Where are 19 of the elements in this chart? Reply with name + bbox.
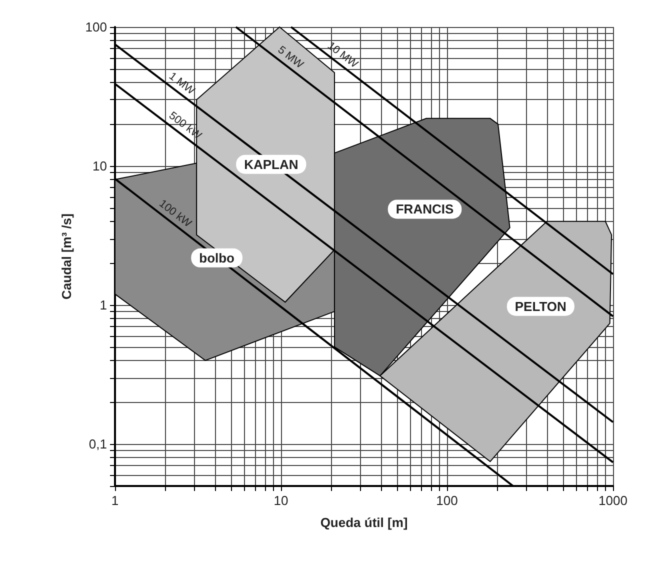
text: 1 MW (166, 70, 198, 98)
series-label: bolbo (199, 250, 235, 266)
text: 5 MW (275, 44, 306, 72)
text: 500 kW (166, 110, 204, 142)
y-axis-title: Caudal [m³ /s] (59, 214, 74, 300)
series-label: FRANCIS (396, 202, 454, 217)
x-tick-label: 10 (274, 493, 288, 508)
y-tick-label: 100 (85, 20, 107, 34)
y-tick-label: 1 (100, 298, 107, 313)
x-tick-label: 1000 (598, 493, 628, 508)
y-tick-label: 10 (92, 158, 107, 174)
y-tick-label: 0,1 (88, 436, 107, 452)
text: 10 MW (325, 40, 360, 71)
text: 100 kW (156, 198, 194, 230)
x-axis-title: Queda útil [m] (320, 515, 408, 530)
x-tick-label: 1 (111, 493, 119, 508)
x-tick-label: 100 (436, 493, 458, 508)
series-label: PELTON (514, 298, 566, 314)
series-label: KAPLAN (244, 156, 298, 172)
